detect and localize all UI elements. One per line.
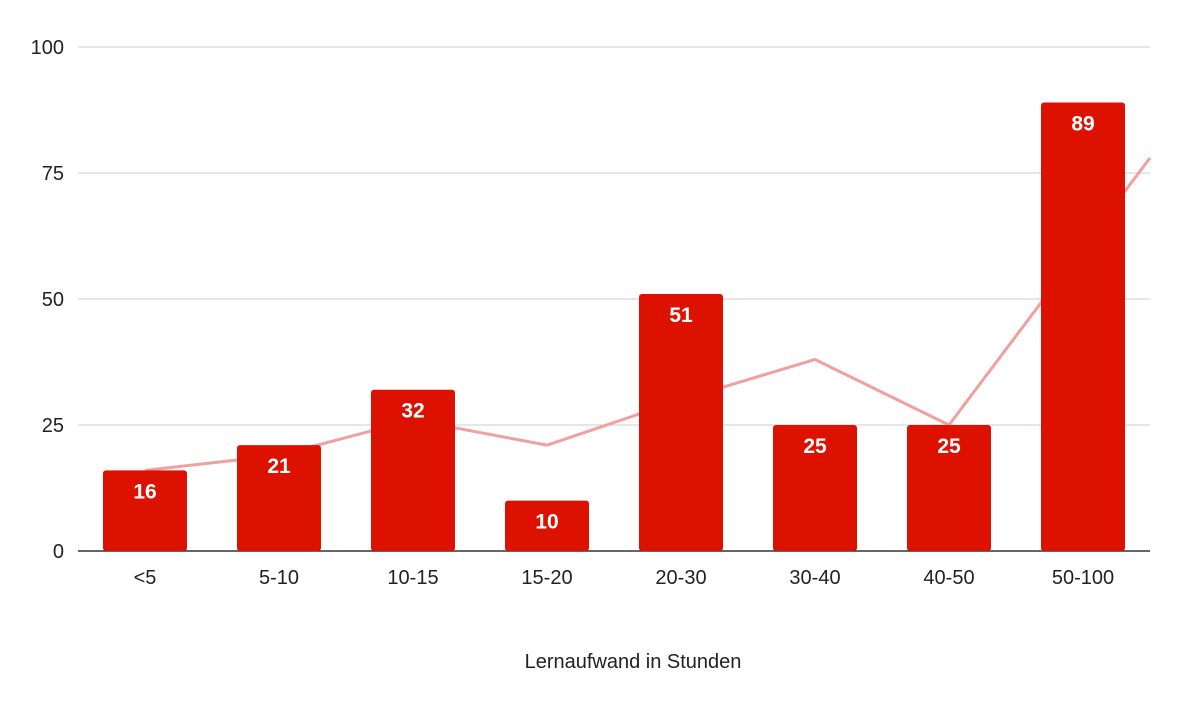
y-axis-ticks: 0 25 50 75 100 <box>31 37 64 563</box>
bar-value-label: 25 <box>937 435 961 458</box>
x-axis-ticks: <5 5-10 10-15 15-20 20-30 30-40 40-50 50-100 <box>134 567 1115 589</box>
bar <box>773 425 857 551</box>
y-tick-label: 50 <box>42 289 64 311</box>
bar <box>237 445 321 551</box>
bar-value-label: 51 <box>669 304 693 327</box>
x-tick-label: 15-20 <box>521 567 572 589</box>
bar-value-labels: 16 21 32 10 51 25 25 89 <box>133 112 1094 533</box>
bar-value-label: 21 <box>267 455 291 478</box>
y-tick-label: 75 <box>42 163 64 185</box>
x-tick-label: 20-30 <box>655 567 706 589</box>
y-tick-label: 0 <box>53 541 64 563</box>
bar <box>639 293 723 551</box>
bar-value-label: 10 <box>535 511 558 534</box>
bar <box>1041 102 1125 551</box>
x-tick-label: 30-40 <box>789 567 840 589</box>
x-tick-label: 40-50 <box>923 567 974 589</box>
bar <box>907 425 991 551</box>
x-tick-label: 10-15 <box>387 567 438 589</box>
bar-value-label: 32 <box>401 400 424 423</box>
x-tick-label: 50-100 <box>1052 567 1114 589</box>
bar <box>103 470 187 551</box>
x-axis-title: Lernaufwand in Stunden <box>525 651 742 673</box>
y-tick-label: 25 <box>42 415 64 437</box>
x-tick-label: <5 <box>134 567 157 589</box>
y-tick-label: 100 <box>31 37 64 59</box>
bar-value-label: 89 <box>1071 112 1094 135</box>
bar <box>505 500 589 551</box>
bars <box>103 102 1125 551</box>
bar <box>371 389 455 551</box>
bar-value-label: 25 <box>803 435 827 458</box>
x-tick-label: 5-10 <box>259 567 299 589</box>
bar-value-label: 16 <box>133 480 156 503</box>
